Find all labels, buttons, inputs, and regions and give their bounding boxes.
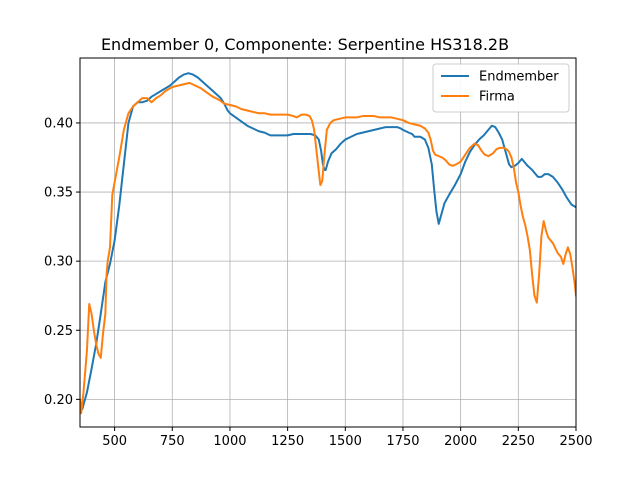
x-tick-label: 2250 <box>502 434 535 449</box>
x-tick-label: 1250 <box>271 434 304 449</box>
legend: Endmember Firma <box>432 63 570 113</box>
legend-label-endmember: Endmember <box>479 70 559 85</box>
x-tick-label: 1500 <box>329 434 362 449</box>
x-tick-label: 2500 <box>559 434 592 449</box>
series-line-firma <box>80 81 576 415</box>
x-tick-label: 500 <box>102 434 127 449</box>
y-tick-label: 0.35 <box>44 186 73 201</box>
series-line-endmember <box>80 72 576 412</box>
y-tick-label: 0.40 <box>44 116 73 131</box>
series-layer <box>80 72 576 415</box>
legend-label-firma: Firma <box>479 90 515 105</box>
x-tick-label: 750 <box>160 434 185 449</box>
y-tick-label: 0.30 <box>44 255 73 270</box>
y-tick-label: 0.20 <box>44 393 73 408</box>
plot-frame <box>79 57 577 428</box>
x-tick-label: 1750 <box>386 434 419 449</box>
axis-ticks: 500 750 1000 1250 1500 1750 2000 2250 2500 0.20 0.… <box>44 116 593 449</box>
x-tick-label: 2000 <box>444 434 477 449</box>
chart-title: Endmember 0, Componente: Serpentine HS31… <box>101 35 509 54</box>
y-tick-label: 0.25 <box>44 324 73 339</box>
x-tick-label: 1000 <box>213 434 246 449</box>
